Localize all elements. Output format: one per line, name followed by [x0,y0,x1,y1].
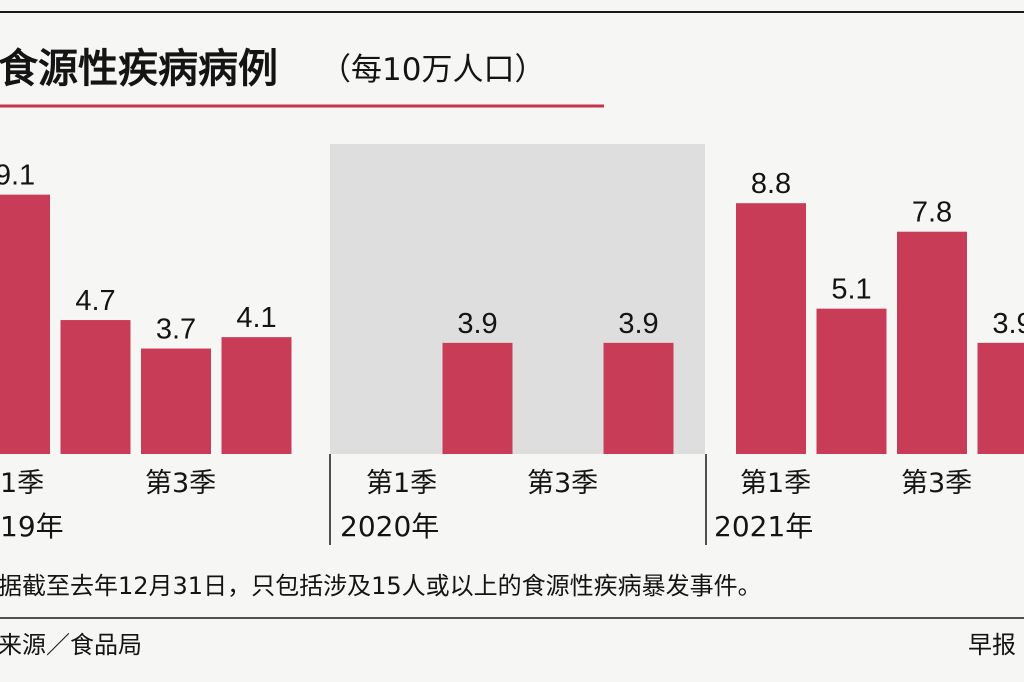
bar-2-2 [897,231,967,454]
bar-0-3 [221,337,292,454]
year-label-2: 2021年 [714,510,813,543]
bar-2-3 [977,342,1024,454]
source-credit: 来源／食品局 [0,631,142,659]
value-label-1-3: 3.9 [618,308,658,340]
value-label-2-2: 7.8 [912,197,952,229]
bar-2-1 [816,308,887,454]
bar-1-1 [442,342,513,454]
tick-label-1-0: 第1季 [366,468,437,499]
value-label-0-1: 4.7 [75,285,115,317]
labels-layer: 9.1 4.7 3.7 4.1 3.9 3.9 8.8 5.1 7.8 3.9 [0,160,1024,346]
bar-2-0 [736,203,806,454]
bar-1-3 [603,342,674,454]
tick-label-1-1: 第3季 [527,468,598,499]
footnote: 据截至去年12月31日，只包括涉及15人或以上的食源性疾病暴发事件。 [0,572,762,600]
chart-subtitle: （每10万人口） [320,52,545,88]
value-label-1-1: 3.9 [457,308,497,340]
value-label-2-1: 5.1 [831,274,871,306]
bars-layer [0,194,1024,454]
value-label-0-0: 9.1 [0,160,35,192]
value-label-2-0: 8.8 [751,168,791,200]
year-label-0: 19年 [0,510,64,543]
chart-title: 食源性疾病病例 [0,46,278,92]
tick-label-0-1: 第3季 [145,468,216,499]
value-label-2-3: 3.9 [992,308,1024,340]
ticks-layer: 1季 第3季 19年 第1季 第3季 2020年 第1季 第3季 2021年 [0,468,972,543]
bar-0-0 [0,194,50,454]
value-label-0-3: 4.1 [236,302,276,334]
value-label-0-2: 3.7 [156,314,196,346]
tick-label-2-0: 第1季 [740,468,811,499]
year-label-1: 2020年 [340,510,439,543]
tick-label-0-0: 1季 [0,468,44,499]
bar-0-2 [141,348,211,454]
tick-label-2-1: 第3季 [901,468,972,499]
bar-0-1 [60,320,131,454]
publisher-credit: 早报 [968,631,1016,659]
